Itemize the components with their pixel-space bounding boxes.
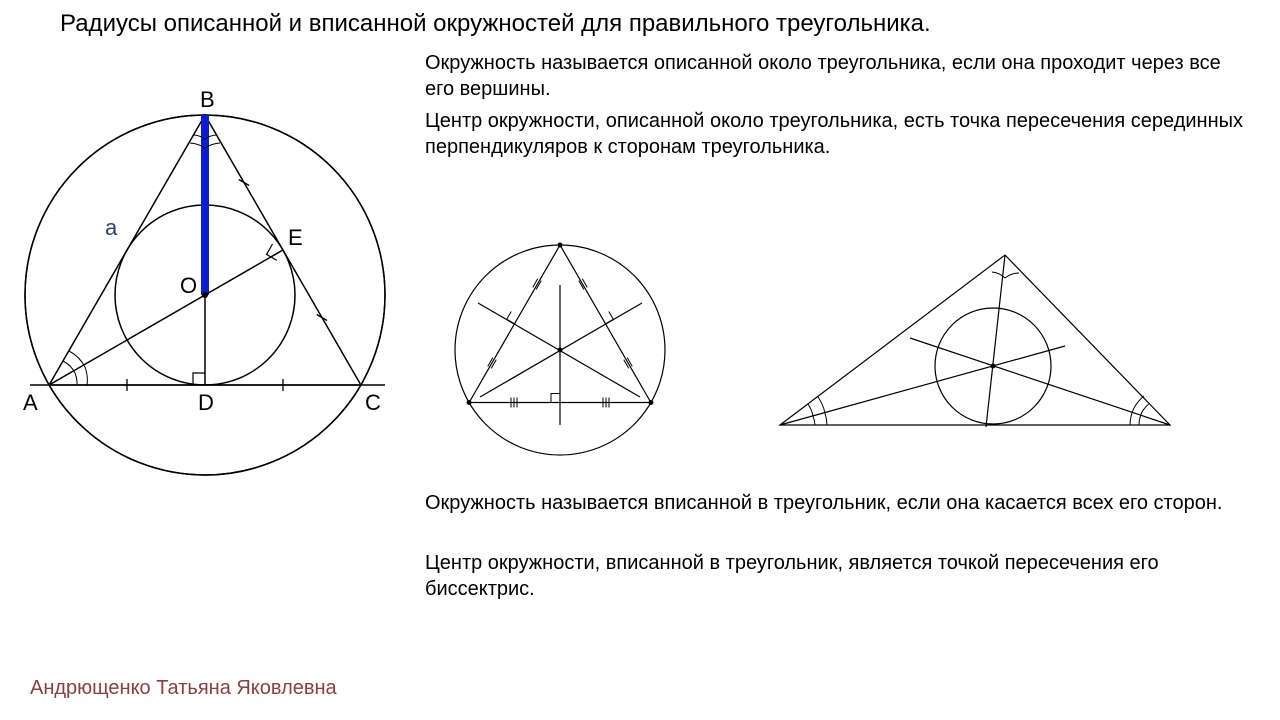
page-title: Радиусы описанной и вписанной окружносте… bbox=[60, 10, 1260, 38]
paragraph-2: Центр окружности, описанной около треуго… bbox=[425, 108, 1245, 160]
label-a: a bbox=[105, 215, 118, 240]
author-name: Андрющенко Татьяна Яковлевна bbox=[30, 677, 337, 700]
paragraph-3: Окружность называется вписанной в треуго… bbox=[425, 490, 1245, 516]
small-diagrams bbox=[430, 215, 1250, 475]
right-angle-D bbox=[193, 373, 205, 385]
label-D: D bbox=[198, 390, 214, 415]
label-E: E bbox=[288, 225, 303, 250]
angle-arc-A-lower bbox=[75, 373, 77, 385]
tick-BE bbox=[239, 180, 249, 186]
label-C: C bbox=[365, 390, 381, 415]
point-O bbox=[202, 292, 208, 298]
paragraph-1: Окружность называется описанной около тр… bbox=[425, 50, 1245, 102]
tick-EC bbox=[317, 315, 327, 321]
paragraph-4: Центр окружности, вписанной в треугольни… bbox=[425, 550, 1245, 602]
label-O: O bbox=[180, 273, 197, 298]
circumscribed-example bbox=[455, 243, 665, 456]
label-B: B bbox=[200, 87, 215, 112]
main-triangle-diagram: B A C D E O a bbox=[5, 65, 410, 485]
inscribed-example bbox=[780, 255, 1170, 427]
label-A: A bbox=[23, 390, 38, 415]
